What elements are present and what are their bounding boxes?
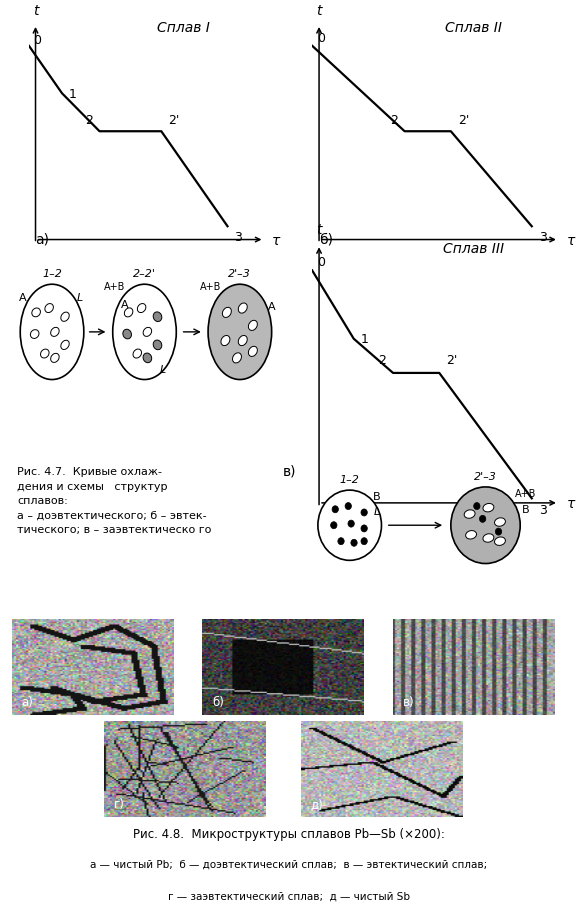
Text: Сплав II: Сплав II <box>446 21 502 35</box>
Circle shape <box>348 520 354 527</box>
Ellipse shape <box>143 353 151 363</box>
Text: A+B: A+B <box>201 282 221 292</box>
Text: A+B: A+B <box>516 489 536 498</box>
Text: L: L <box>76 293 83 302</box>
Ellipse shape <box>483 534 494 543</box>
Circle shape <box>351 539 357 547</box>
Text: 0: 0 <box>317 256 325 269</box>
Text: 1: 1 <box>69 87 76 100</box>
Circle shape <box>361 526 368 532</box>
Ellipse shape <box>464 510 475 518</box>
Text: B: B <box>522 505 530 515</box>
Text: A: A <box>268 302 276 312</box>
Ellipse shape <box>232 353 242 363</box>
Ellipse shape <box>31 331 39 339</box>
Text: 0: 0 <box>34 34 41 46</box>
Text: б): б) <box>319 232 333 246</box>
Circle shape <box>332 507 339 513</box>
Text: д): д) <box>310 797 323 811</box>
Text: 2': 2' <box>168 113 179 127</box>
Ellipse shape <box>223 308 231 318</box>
Text: в): в) <box>283 465 297 478</box>
Text: 3: 3 <box>234 230 242 244</box>
Text: t: t <box>33 5 38 18</box>
Text: 2–2': 2–2' <box>133 269 156 279</box>
Text: 3: 3 <box>539 503 547 517</box>
Text: 1–2: 1–2 <box>340 475 360 485</box>
Ellipse shape <box>153 341 162 351</box>
Circle shape <box>338 538 344 545</box>
Text: A+B: A+B <box>103 282 125 292</box>
Text: Рис. 4.8.  Микроструктуры сплавов Pb—Sb (×200):: Рис. 4.8. Микроструктуры сплавов Pb—Sb (… <box>133 827 445 840</box>
Ellipse shape <box>143 328 151 337</box>
Text: 2': 2' <box>446 353 458 367</box>
Ellipse shape <box>221 336 230 346</box>
Circle shape <box>331 522 337 529</box>
Ellipse shape <box>138 304 146 313</box>
Text: t: t <box>316 223 322 237</box>
Ellipse shape <box>61 312 69 322</box>
Ellipse shape <box>61 341 69 350</box>
Text: τ: τ <box>566 496 575 510</box>
Circle shape <box>20 285 84 380</box>
Text: τ: τ <box>566 233 575 247</box>
Circle shape <box>474 503 480 510</box>
Ellipse shape <box>133 350 142 359</box>
Ellipse shape <box>45 304 53 313</box>
Text: B: B <box>373 492 381 502</box>
Text: а): а) <box>35 232 50 246</box>
Text: 2: 2 <box>390 113 398 127</box>
Text: 2'–3: 2'–3 <box>474 471 497 481</box>
Text: в): в) <box>403 695 414 709</box>
Text: 2: 2 <box>85 113 93 127</box>
Circle shape <box>113 285 176 380</box>
Ellipse shape <box>51 354 59 363</box>
Ellipse shape <box>495 537 505 546</box>
Text: 1: 1 <box>361 333 369 346</box>
Ellipse shape <box>40 350 49 359</box>
Ellipse shape <box>466 531 476 539</box>
Text: г): г) <box>114 797 125 811</box>
Ellipse shape <box>238 303 247 313</box>
Text: Рис. 4.7.  Кривые охлаж-
дения и схемы   структур
сплавов:
а – доэвтектического;: Рис. 4.7. Кривые охлаж- дения и схемы ст… <box>17 467 211 535</box>
Circle shape <box>345 503 351 510</box>
Circle shape <box>361 538 368 545</box>
Circle shape <box>451 487 520 564</box>
Ellipse shape <box>32 309 40 317</box>
Circle shape <box>361 509 368 517</box>
Ellipse shape <box>124 309 133 318</box>
Text: A: A <box>19 293 27 302</box>
Text: а — чистый Pb;  б — доэвтектический сплав;  в — эвтектический сплав;: а — чистый Pb; б — доэвтектический сплав… <box>90 859 488 869</box>
Text: 2: 2 <box>378 353 386 367</box>
Ellipse shape <box>249 321 257 331</box>
Circle shape <box>480 516 486 523</box>
Ellipse shape <box>249 347 257 357</box>
Text: г — заэвтектический сплав;  д — чистый Sb: г — заэвтектический сплав; д — чистый Sb <box>168 891 410 901</box>
Text: Сплав I: Сплав I <box>157 21 210 35</box>
Ellipse shape <box>123 330 131 340</box>
Text: б): б) <box>212 695 224 709</box>
Text: 1–2: 1–2 <box>42 269 62 279</box>
Text: 3: 3 <box>539 230 547 244</box>
Ellipse shape <box>153 312 162 322</box>
Text: L: L <box>160 364 166 374</box>
Circle shape <box>495 528 502 536</box>
Text: 2': 2' <box>458 113 469 127</box>
Ellipse shape <box>51 328 59 337</box>
Ellipse shape <box>238 336 247 346</box>
Text: 2'–3: 2'–3 <box>228 269 251 279</box>
Circle shape <box>318 490 381 561</box>
Text: L: L <box>374 507 380 517</box>
Text: τ: τ <box>272 233 280 247</box>
Text: Сплав III: Сплав III <box>443 241 505 255</box>
Ellipse shape <box>495 518 505 527</box>
Text: а): а) <box>21 695 33 709</box>
Text: A: A <box>120 300 128 310</box>
Text: 0: 0 <box>317 32 325 45</box>
Circle shape <box>208 285 272 380</box>
Text: t: t <box>316 5 322 18</box>
Ellipse shape <box>483 504 494 512</box>
